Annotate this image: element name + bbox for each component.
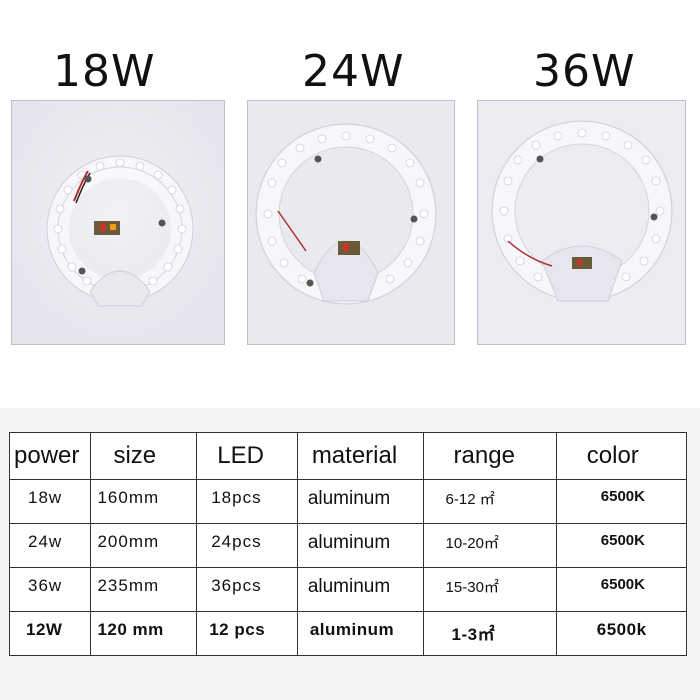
cell-power: 36w xyxy=(8,567,92,612)
cell-material-text: aluminum xyxy=(307,532,391,553)
header-led-label: LED xyxy=(217,442,264,469)
cell-material: aluminum xyxy=(296,523,424,568)
cell-color-text: 6500K xyxy=(600,576,645,593)
cell-color-text: 6500k xyxy=(596,620,647,639)
cell-range: 1-3㎡ xyxy=(422,611,557,656)
header-power: power xyxy=(8,432,92,480)
header-power-label: power xyxy=(14,442,80,469)
cell-range-text: 15-30㎡ xyxy=(445,579,499,596)
cell-size: 200mm xyxy=(90,523,198,568)
cell-color: 6500K xyxy=(555,479,688,524)
header-range: range xyxy=(422,432,557,480)
cell-range-text: 10-20㎡ xyxy=(445,535,499,552)
cell-power: 12W xyxy=(8,611,92,656)
cell-material: aluminum xyxy=(296,479,424,524)
cell-color-text: 6500K xyxy=(600,488,645,505)
header-color: color xyxy=(555,432,688,480)
title-24w: 24W xyxy=(302,46,405,97)
header-size: size xyxy=(90,432,198,480)
cell-led-text: 36pcs xyxy=(211,576,262,595)
cell-power-text: 36w xyxy=(28,576,63,595)
cell-color: 6500K xyxy=(555,523,688,568)
cell-led: 18pcs xyxy=(196,479,298,524)
cell-size: 235mm xyxy=(90,567,198,612)
cell-range: 10-20㎡ xyxy=(422,523,557,568)
cell-size: 120 mm xyxy=(90,611,198,656)
cell-size-text: 120 mm xyxy=(97,620,164,639)
header-material-label: material xyxy=(311,442,398,469)
header-size-label: size xyxy=(113,442,157,469)
product-photo-24w xyxy=(247,100,455,345)
cell-material-text: aluminum xyxy=(307,576,391,597)
header-led: LED xyxy=(196,432,298,480)
cell-material: aluminum xyxy=(296,567,424,612)
cell-power: 18w xyxy=(8,479,92,524)
cell-led-text: 12 pcs xyxy=(209,620,266,639)
cell-size-text: 200mm xyxy=(97,532,160,551)
cell-led: 12 pcs xyxy=(196,611,298,656)
cell-material-text: aluminum xyxy=(307,488,391,509)
cell-led-text: 24pcs xyxy=(211,532,262,551)
specs-table: power size LED material range color 18w … xyxy=(8,432,688,656)
table-header-row: power size LED material range color xyxy=(8,432,688,480)
cell-color: 6500k xyxy=(555,611,688,656)
cell-led: 36pcs xyxy=(196,567,298,612)
cell-size-text: 160mm xyxy=(97,488,160,507)
table-row: 12W 120 mm 12 pcs aluminum 1-3㎡ 6500k xyxy=(8,611,688,656)
cell-material-text: aluminum xyxy=(309,620,395,639)
cell-power: 24w xyxy=(8,523,92,568)
cell-range: 6-12 ㎡ xyxy=(422,479,557,524)
cell-power-text: 12W xyxy=(26,620,63,639)
title-18w: 18W xyxy=(53,46,156,97)
cell-led-text: 18pcs xyxy=(211,488,262,507)
title-36w: 36W xyxy=(533,46,636,97)
cell-led: 24pcs xyxy=(196,523,298,568)
cell-power-text: 18w xyxy=(28,488,63,507)
cell-color-text: 6500K xyxy=(600,532,645,549)
product-photo-36w xyxy=(477,100,686,345)
cell-range-text: 1-3㎡ xyxy=(451,625,496,644)
cell-size: 160mm xyxy=(90,479,198,524)
table-row: 18w 160mm 18pcs aluminum 6-12 ㎡ 6500K xyxy=(8,479,688,524)
table-row: 24w 200mm 24pcs aluminum 10-20㎡ 6500K xyxy=(8,523,688,568)
cell-material: aluminum xyxy=(296,611,424,656)
cell-size-text: 235mm xyxy=(97,576,160,595)
cell-color: 6500K xyxy=(555,567,688,612)
cell-range: 15-30㎡ xyxy=(422,567,557,612)
cell-power-text: 24w xyxy=(28,532,63,551)
product-photo-18w xyxy=(11,100,225,345)
cell-range-text: 6-12 ㎡ xyxy=(445,491,495,508)
table-row: 36w 235mm 36pcs aluminum 15-30㎡ 6500K xyxy=(8,567,688,612)
header-material: material xyxy=(296,432,424,480)
header-color-label: color xyxy=(586,442,639,469)
header-range-label: range xyxy=(453,442,515,469)
